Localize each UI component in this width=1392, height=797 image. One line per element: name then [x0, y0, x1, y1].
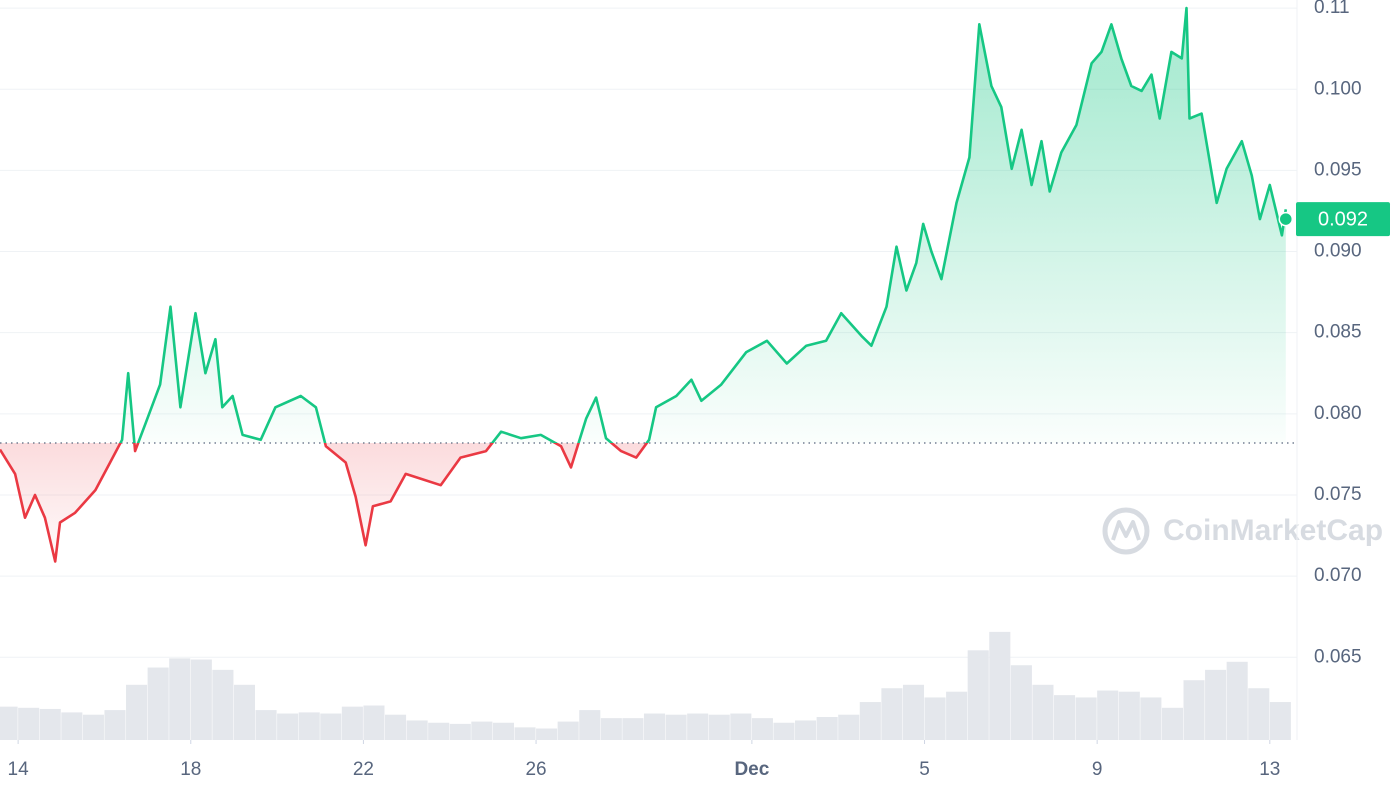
x-tick-label: 13 [1259, 759, 1280, 780]
volume-bar [902, 684, 925, 740]
volume-bar [341, 706, 363, 740]
volume-bar [1075, 697, 1097, 740]
volume-bar [557, 721, 579, 740]
volume-bar [687, 713, 709, 740]
volume-bar [428, 722, 450, 740]
volume-bar [1183, 680, 1205, 740]
last-price-dot [1278, 211, 1294, 227]
y-tick-label: 0.11 [1314, 0, 1350, 18]
volume-bar [751, 718, 773, 740]
volume-bar [1226, 661, 1248, 740]
x-tick-label: 18 [180, 759, 201, 780]
volume-bar [1010, 665, 1032, 740]
volume-bar [1248, 688, 1270, 740]
x-tick-label: 22 [353, 759, 374, 780]
volume-bar [795, 720, 817, 740]
last-price-tag [1296, 202, 1390, 237]
volume-bar [39, 708, 61, 740]
watermark-text: CoinMarketCap [1163, 514, 1383, 547]
volume-bar [838, 714, 860, 740]
volume-bar [212, 669, 234, 740]
volume-bar [579, 710, 601, 740]
volume-bar [1269, 702, 1291, 740]
volume-bar [514, 727, 536, 740]
volume-bar [1032, 684, 1054, 740]
volume-bar [147, 667, 169, 740]
volume-bar [61, 712, 83, 740]
volume-bar [18, 707, 40, 740]
y-tick-label: 0.075 [1314, 484, 1362, 505]
volume-bar [600, 718, 622, 740]
volume-bar [643, 713, 666, 740]
volume-bar [82, 714, 104, 740]
volume-bar [622, 718, 644, 740]
volume-bar [1097, 690, 1119, 740]
price-line [0, 6, 1288, 563]
x-tick-label: 5 [919, 759, 930, 780]
volume-bar [169, 658, 191, 740]
watermark-logo-mark [1111, 520, 1141, 541]
volume-bar [320, 713, 342, 740]
volume-bar [967, 650, 989, 740]
volume-bar [989, 631, 1011, 740]
x-tick-label: 9 [1092, 759, 1103, 780]
volume-bar [233, 684, 256, 740]
volume-bar [406, 720, 428, 740]
y-tick-label: 0.085 [1314, 322, 1362, 343]
volume-bar [0, 706, 18, 740]
volume-bar [859, 702, 881, 740]
volume-bars [0, 631, 1291, 740]
volume-bar [449, 723, 471, 740]
volume-bar [1118, 691, 1140, 740]
watermark-logo [1102, 507, 1150, 555]
volume-bar [363, 705, 385, 740]
volume-bar [126, 684, 148, 740]
volume-bar [730, 713, 752, 740]
y-tick-label: 0.080 [1314, 403, 1362, 424]
volume-bar [277, 713, 299, 740]
y-tick-label: 0.100 [1314, 78, 1362, 99]
volume-bar [665, 714, 687, 740]
volume-bar [190, 659, 212, 740]
volume-bar [1161, 707, 1183, 740]
x-tick-label: 26 [525, 759, 546, 780]
volume-bar [1205, 669, 1227, 740]
price-area [0, 8, 1286, 562]
y-tick-label: 0.095 [1314, 159, 1362, 180]
volume-bar [924, 697, 946, 740]
x-tick-label: 14 [8, 759, 30, 780]
volume-bar [1140, 697, 1162, 740]
volume-bar [816, 717, 838, 740]
volume-bar [536, 728, 558, 740]
x-tick-label: Dec [734, 759, 769, 780]
y-tick-label: 0.065 [1314, 646, 1362, 667]
volume-bar [773, 722, 795, 740]
y-tick-label: 0.090 [1314, 241, 1362, 262]
y-tick-label: 0.070 [1314, 565, 1362, 586]
volume-bar [492, 722, 514, 740]
volume-bar [946, 691, 968, 740]
volume-bar [298, 712, 320, 740]
volume-bar [104, 710, 126, 740]
watermark: CoinMarketCap [1102, 507, 1383, 555]
volume-bar [384, 714, 407, 740]
volume-bar [1054, 695, 1076, 740]
volume-bar [255, 710, 277, 740]
volume-bar [471, 721, 493, 740]
volume-bar [708, 714, 730, 740]
last-price-label: 0.092 [1318, 208, 1368, 230]
volume-bar [881, 688, 903, 740]
